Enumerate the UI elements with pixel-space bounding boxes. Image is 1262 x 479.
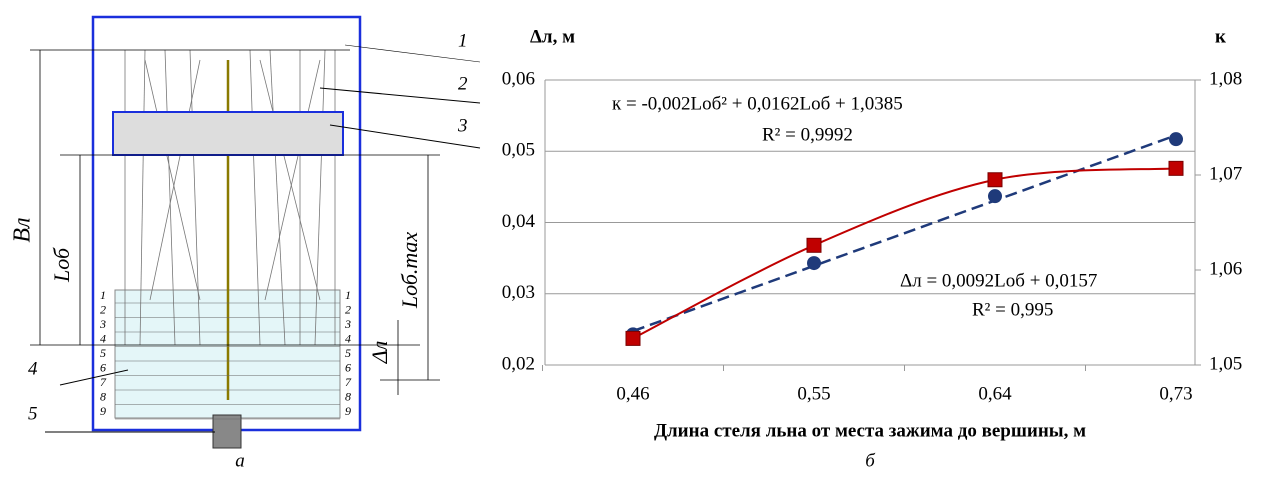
row-label: 6 <box>100 360 106 374</box>
row-label: 3 <box>99 317 106 331</box>
dimension: Δл <box>367 341 392 365</box>
clamp <box>112 111 344 156</box>
dimension: Lоб.max <box>397 232 422 309</box>
point <box>807 256 821 271</box>
row-label: 3 <box>344 317 351 331</box>
x-tick-label: 0,46 <box>616 383 649 404</box>
row-label: 2 <box>345 302 351 316</box>
row-label: 9 <box>345 404 351 418</box>
row-label: 4 <box>345 331 351 345</box>
callout: 5 <box>28 403 38 424</box>
annotation: Δл = 0,0092Lоб + 0,0157 <box>900 270 1097 291</box>
point <box>987 172 1003 188</box>
trendline <box>632 167 1177 340</box>
annotation: R² = 0,9992 <box>762 124 853 145</box>
diagram-labels: 1 2 3 4 5 Bл Lоб Lоб.max Δл а <box>10 30 469 471</box>
x-tick-label: 0,64 <box>978 383 1012 404</box>
annotation: R² = 0,995 <box>972 299 1053 320</box>
y-tick-label: 0,06 <box>502 68 535 89</box>
y2-title: к <box>1215 26 1226 47</box>
point <box>806 237 822 253</box>
callout: 3 <box>457 115 468 136</box>
y2-tick-label: 1,08 <box>1209 68 1242 89</box>
y2-tick-label: 1,07 <box>1209 163 1242 184</box>
row-label: 7 <box>345 375 352 389</box>
trendline <box>632 134 1177 333</box>
caption: б <box>865 450 876 471</box>
row-label: 8 <box>100 389 106 403</box>
x-tick-label: 0,73 <box>1159 383 1192 404</box>
row-label: 2 <box>100 302 106 316</box>
row-label: 8 <box>345 389 351 403</box>
callout: 4 <box>28 358 38 379</box>
y-tick-label: 0,04 <box>502 211 536 232</box>
callout: 2 <box>458 73 468 94</box>
annotation: к = -0,002Lоб² + 0,0162Lоб + 1,0385 <box>612 93 903 114</box>
weight <box>212 414 242 449</box>
point <box>625 330 641 346</box>
row-label: 5 <box>100 346 106 360</box>
row-label: 6 <box>345 360 351 374</box>
row-label: 5 <box>345 346 351 360</box>
y2-tick-label: 1,05 <box>1209 353 1242 374</box>
row-label: 7 <box>100 375 107 389</box>
diagram <box>30 15 481 449</box>
x-title: Длина стеля льна от места зажима до верш… <box>654 420 1086 441</box>
y-tick-label: 0,03 <box>502 282 535 303</box>
y-tick-label: 0,05 <box>502 140 535 161</box>
dimension: Bл <box>10 217 36 242</box>
point <box>1168 160 1184 176</box>
caption: а <box>235 450 245 471</box>
point <box>988 189 1002 204</box>
row-label: 9 <box>100 404 106 418</box>
point <box>1169 132 1183 147</box>
row-label: 4 <box>100 331 106 345</box>
y2-tick-label: 1,06 <box>1209 258 1242 279</box>
row-label: 1 <box>100 288 106 302</box>
y-tick-label: 0,02 <box>502 353 535 374</box>
dimension: Lоб <box>49 247 74 283</box>
y-title: Δл, м <box>530 26 575 47</box>
row-labels: 1 12 23 34 45 56 67 78 89 9 <box>99 288 352 420</box>
chart: Δл, м к Длина стеля льна от места зажима… <box>502 26 1243 471</box>
stems <box>124 49 336 346</box>
row-label: 1 <box>345 288 351 302</box>
callout: 1 <box>458 30 468 51</box>
x-tick-label: 0,55 <box>797 383 830 404</box>
